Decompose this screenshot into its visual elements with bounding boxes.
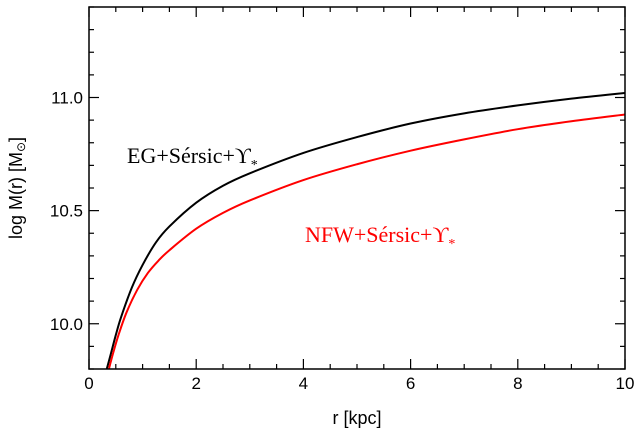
x-tick-label: 6 [406, 374, 415, 393]
series-label-eg: EG+Sérsic+ϒ* [127, 143, 258, 173]
series-line-nfw [107, 113, 625, 369]
y-tick-label: 11.0 [51, 89, 83, 108]
x-tick-label: 10 [616, 374, 635, 393]
x-axis-label: r [kpc] [332, 408, 381, 428]
plot-frame [88, 6, 626, 370]
y-tick-label: 10.0 [50, 315, 83, 334]
x-tick-label: 8 [513, 374, 522, 393]
y-axis-label: log M(r) [M⊙] [6, 137, 28, 239]
x-tick-label: 0 [84, 374, 93, 393]
x-tick-label: 4 [299, 374, 308, 393]
series-label-nfw: NFW+Sérsic+ϒ* [305, 222, 455, 252]
x-tick-label: 2 [191, 374, 200, 393]
y-tick-label: 10.5 [50, 202, 83, 221]
series-line-eg [105, 91, 625, 369]
